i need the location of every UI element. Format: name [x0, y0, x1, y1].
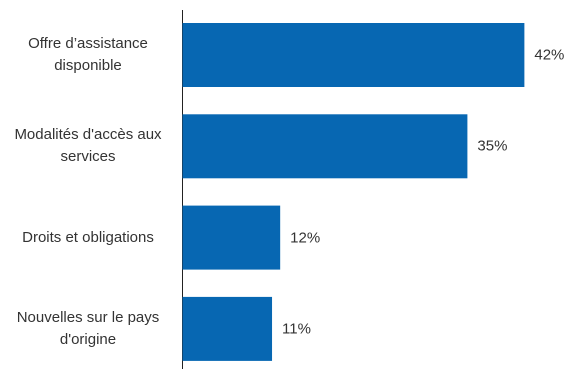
category-label: Droits et obligations	[22, 228, 154, 246]
bar	[182, 296, 273, 361]
category-label: Offre d’assistance disponible	[28, 35, 148, 74]
value-label: 12%	[290, 229, 321, 247]
category-label: Modalités d'accès aux services	[14, 126, 162, 166]
category-label: Nouvelles sur le pays d'origine	[16, 308, 160, 348]
bar	[182, 205, 281, 270]
value-label: 35%	[477, 137, 508, 155]
value-label: 11%	[282, 320, 311, 338]
bar	[182, 114, 468, 179]
bar	[182, 23, 525, 87]
value-label: 42%	[534, 46, 565, 64]
